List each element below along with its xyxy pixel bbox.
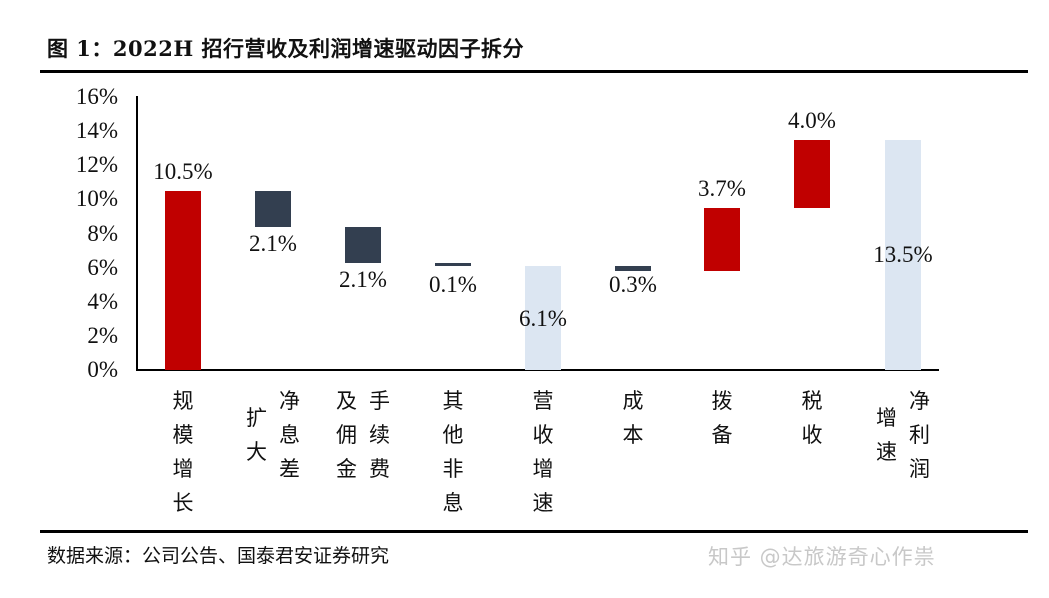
y-tick-label: 4% [87, 288, 118, 314]
category-label: 规模增长 [172, 389, 194, 515]
bar-positive [165, 190, 201, 370]
bar-negative [435, 262, 471, 266]
data-label: 3.7% [698, 175, 746, 201]
bar-negative [345, 226, 381, 263]
bar-negative [615, 265, 651, 272]
data-source: 数据来源：公司公告、国泰君安证券研究 [47, 545, 390, 567]
watermark: 知乎 @达旅游奇心作祟 [708, 545, 936, 569]
bar-positive [794, 139, 830, 208]
y-axis [136, 96, 138, 371]
category-label: 扩大净息差 [246, 389, 300, 481]
category-label: 营收增速 [532, 389, 554, 515]
data-label: 13.5% [873, 242, 933, 267]
y-tick-label: 10% [75, 186, 118, 212]
y-tick-label: 14% [75, 118, 118, 144]
category-label: 及佣金手续费 [336, 389, 390, 481]
bar-total [525, 265, 561, 370]
y-tick-label: 2% [87, 322, 118, 348]
bar-negative [255, 190, 291, 227]
data-label: 0.1% [429, 272, 477, 297]
data-label: 2.1% [249, 230, 297, 256]
data-label: 6.1% [519, 306, 567, 331]
bar-total [885, 139, 921, 370]
y-tick-label: 12% [75, 152, 118, 178]
y-tick-label: 8% [87, 220, 118, 246]
data-label: 10.5% [153, 158, 213, 184]
category-label: 税收 [801, 389, 823, 447]
bar-positive [704, 207, 740, 272]
data-label: 0.3% [609, 272, 657, 297]
top-rule [40, 70, 1028, 73]
data-label: 4.0% [788, 107, 836, 133]
category-label: 成本 [622, 389, 644, 447]
data-label: 2.1% [339, 266, 387, 292]
figure-title: 图 1：2022H 招行营收及利润增速驱动因子拆分 [47, 36, 525, 61]
bottom-rule [40, 530, 1028, 533]
x-axis [136, 369, 939, 371]
y-tick-label: 6% [87, 254, 118, 280]
category-label: 增速净利润 [876, 389, 930, 481]
y-tick-label: 16% [75, 84, 118, 109]
y-tick-label: 0% [87, 357, 118, 382]
category-label: 其他非息 [442, 389, 464, 515]
category-label: 拨备 [711, 389, 733, 447]
